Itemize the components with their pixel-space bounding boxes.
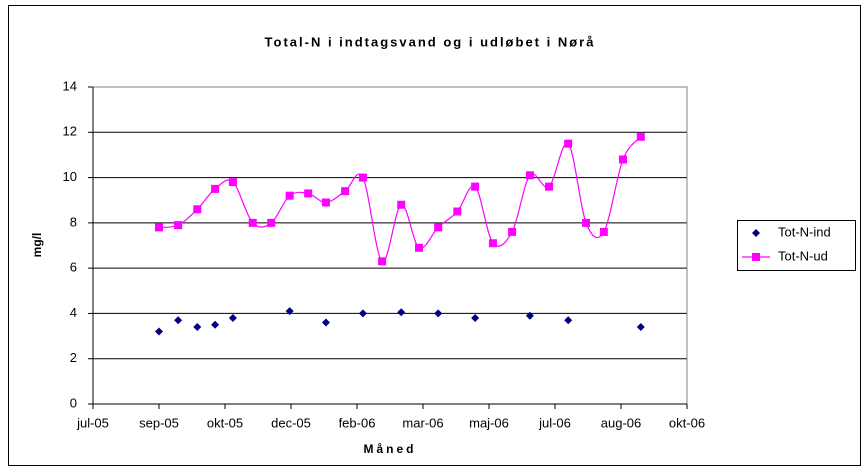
data-point [193, 205, 202, 214]
data-point [599, 227, 608, 236]
data-point [174, 316, 183, 325]
data-point [321, 198, 330, 207]
data-point [582, 218, 591, 227]
x-tick-label: mar-06 [402, 415, 443, 430]
y-tick-label: 6 [70, 260, 77, 275]
chart-border [8, 5, 861, 466]
data-point [358, 309, 367, 318]
y-tick-label: 0 [70, 395, 77, 410]
x-tick-label: feb-06 [339, 415, 376, 430]
y-axis-label: mg/l [30, 233, 44, 258]
x-tick-label: aug-06 [601, 415, 641, 430]
chart-title: Total-N i indtagsvand og i udløbet i Nør… [265, 34, 596, 49]
data-point [228, 178, 237, 187]
data-point [525, 171, 534, 180]
legend-label: Tot-N-ind [778, 224, 831, 239]
y-tick-label: 10 [63, 169, 77, 184]
data-point [211, 184, 220, 193]
data-point [471, 182, 480, 191]
x-tick-label: dec-05 [271, 415, 311, 430]
x-axis-label: Måned [363, 442, 416, 456]
data-point [471, 313, 480, 322]
data-point [545, 182, 554, 191]
data-point [341, 187, 350, 196]
data-point [248, 218, 257, 227]
y-tick-label: 4 [70, 305, 77, 320]
data-point [228, 313, 237, 322]
legend-marker [752, 229, 760, 237]
data-point [434, 309, 443, 318]
x-tick-label: maj-06 [469, 415, 509, 430]
x-tick-label: jul-05 [76, 415, 109, 430]
data-point [211, 320, 220, 329]
legend-label: Tot-N-ud [778, 248, 828, 263]
data-point [415, 243, 424, 252]
data-point [508, 227, 517, 236]
data-point [397, 308, 406, 317]
x-tick-label: sep-05 [139, 415, 179, 430]
data-point [285, 307, 294, 316]
x-tick-label: okt-06 [669, 415, 705, 430]
x-tick-label: okt-05 [207, 415, 243, 430]
data-point [358, 173, 367, 182]
data-point [453, 207, 462, 216]
data-point [285, 191, 294, 200]
y-tick-label: 2 [70, 350, 77, 365]
data-point [267, 218, 276, 227]
data-point [378, 257, 387, 266]
data-point [193, 323, 202, 332]
data-point [434, 223, 443, 232]
data-point [525, 311, 534, 320]
data-point [488, 239, 497, 248]
data-point [321, 318, 330, 327]
data-point [155, 327, 163, 336]
y-tick-label: 8 [70, 214, 77, 229]
legend-marker [752, 253, 760, 261]
data-point [636, 323, 645, 332]
data-point [564, 139, 573, 148]
y-tick-label: 14 [63, 78, 77, 93]
data-point [636, 132, 645, 141]
legend-box [737, 220, 856, 271]
y-tick-label: 12 [63, 124, 77, 139]
data-point [564, 316, 573, 325]
data-point [397, 200, 406, 209]
data-point [174, 221, 183, 230]
data-point [304, 189, 313, 198]
data-point [618, 155, 627, 164]
x-tick-label: jul-06 [538, 415, 571, 430]
data-point [155, 223, 163, 232]
